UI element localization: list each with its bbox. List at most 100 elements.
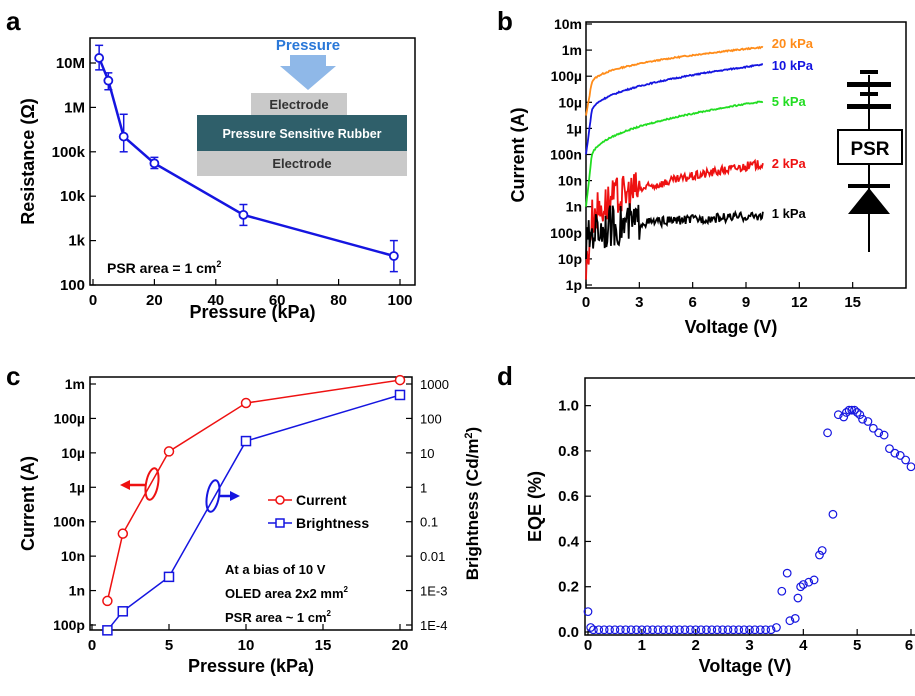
y-tick-label: 100µ xyxy=(551,68,582,84)
x-tick-label: 20 xyxy=(392,637,409,654)
data-point-current xyxy=(394,374,406,386)
y-tick-label: 1k xyxy=(68,233,85,250)
y-tick-label: 0.8 xyxy=(558,443,579,460)
y2-tick-label: 1E-4 xyxy=(420,618,447,633)
data-point xyxy=(685,625,695,635)
y2-tick-label: 10 xyxy=(420,446,434,461)
x-tick-label: 15 xyxy=(844,294,861,311)
rubber-layer xyxy=(197,115,407,151)
data-point xyxy=(739,625,749,635)
data-point xyxy=(149,158,160,169)
data-point xyxy=(879,430,889,440)
data-point xyxy=(594,625,604,635)
series-line xyxy=(585,100,764,207)
y-tick-label: 100p xyxy=(53,617,85,633)
data-point xyxy=(103,75,114,86)
data-point xyxy=(874,428,884,438)
x-tick-label: 6 xyxy=(688,294,696,311)
y-tick-label: 10M xyxy=(56,55,85,72)
y-tick-label: 1n xyxy=(566,199,582,215)
y-axis-label: Resistance (Ω) xyxy=(18,98,38,224)
data-point xyxy=(868,423,878,433)
x-tick-label: 9 xyxy=(742,294,750,311)
data-point xyxy=(772,623,781,632)
left-arrow-head xyxy=(120,480,130,490)
data-point-current xyxy=(117,528,129,539)
y-tick-label: 10p xyxy=(558,251,582,267)
y2-tick-label: 1000 xyxy=(420,377,449,392)
y-axis-label: EQE (%) xyxy=(525,471,545,542)
x-axis-label: Pressure (kPa) xyxy=(189,302,315,322)
panel-d: 0 1 2 3 4 5 6 0.0 0.2 0.4 0.6 0.8 1.0 Voltage (V) EQE … xyxy=(525,377,915,676)
data-point xyxy=(680,625,690,635)
y-tick-label: 10k xyxy=(60,188,86,205)
data-point xyxy=(839,412,849,422)
diode-bar xyxy=(848,184,890,188)
y-tick-label: 1.0 xyxy=(558,398,579,415)
data-point xyxy=(599,625,609,635)
x-tick-label: 2 xyxy=(691,637,699,654)
y-tick-label: 0.0 xyxy=(558,624,579,641)
panel-a-frame xyxy=(89,37,416,286)
electrode-top-label: Electrode xyxy=(269,97,328,112)
y-tick-label: 10n xyxy=(61,548,85,564)
inset-structure: Pressure Electrode Pressure Sensitive Rubb… xyxy=(197,37,407,176)
x-tick-label: 100 xyxy=(387,292,412,309)
data-point xyxy=(906,462,915,472)
electrode-bottom-label: Electrode xyxy=(272,156,331,171)
x-tick-label: 4 xyxy=(799,637,808,654)
y2-tick-label: 0.01 xyxy=(420,549,445,564)
data-point xyxy=(648,625,657,635)
battery-plate xyxy=(860,92,878,96)
series-line xyxy=(585,203,764,260)
data-point xyxy=(702,625,711,635)
data-point xyxy=(653,625,663,635)
series-label: 10 kPa xyxy=(772,58,814,73)
series-line xyxy=(585,45,764,116)
x-tick-label: 1 xyxy=(638,637,646,654)
device-symbol: PSR xyxy=(837,70,903,252)
data-point xyxy=(901,455,911,465)
x-tick-label: 6 xyxy=(905,637,913,654)
data-point xyxy=(728,625,738,635)
data-point xyxy=(723,625,733,635)
y-tick-label: 1m xyxy=(65,376,85,392)
y2-tick-label: 1E-3 xyxy=(420,584,447,599)
data-point xyxy=(790,614,800,623)
series-line xyxy=(585,63,763,155)
data-point xyxy=(890,448,900,458)
data-point xyxy=(852,408,862,417)
data-point xyxy=(793,593,803,603)
data-point xyxy=(712,625,722,635)
data-point xyxy=(863,417,873,426)
battery-plate xyxy=(860,70,878,74)
y2-tick-label: 100 xyxy=(420,411,442,426)
data-point xyxy=(664,625,674,635)
data-point xyxy=(828,509,838,519)
data-point-brightness xyxy=(394,389,406,401)
data-point xyxy=(761,625,771,635)
data-point xyxy=(850,405,859,415)
data-point xyxy=(833,410,843,420)
x-tick-label: 5 xyxy=(853,637,861,654)
data-point xyxy=(782,568,792,578)
x-tick-label: 0 xyxy=(582,294,590,311)
data-point xyxy=(755,625,765,635)
data-point xyxy=(615,625,625,635)
y2-tick-label: 0.1 xyxy=(420,515,438,530)
data-point xyxy=(658,625,668,635)
data-point-current xyxy=(163,446,175,457)
data-point xyxy=(895,451,905,460)
y-tick-label: 100k xyxy=(52,144,86,161)
data-point xyxy=(858,414,867,424)
battery-plate xyxy=(847,82,891,87)
data-point xyxy=(885,444,894,454)
y-axis-label: Current (A) xyxy=(18,456,38,551)
data-point xyxy=(847,405,857,415)
y-tick-label: 1µ xyxy=(566,120,582,136)
x-tick-label: 3 xyxy=(635,294,643,311)
data-point xyxy=(238,209,249,220)
electrode-top xyxy=(251,93,347,115)
data-point-brightness xyxy=(102,625,113,636)
diode-icon xyxy=(848,188,890,214)
